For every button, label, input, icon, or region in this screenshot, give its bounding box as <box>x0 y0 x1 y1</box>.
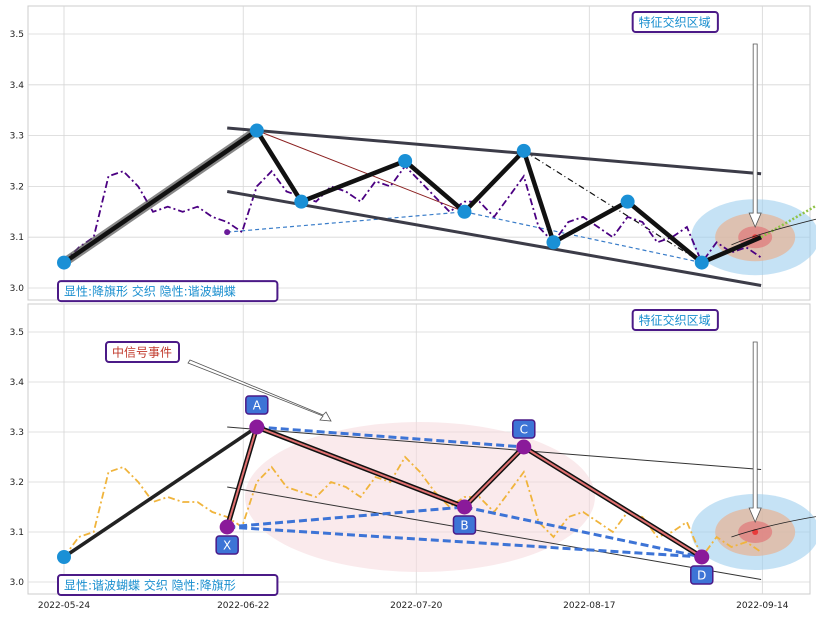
bottom-pattern-label-box <box>57 574 279 596</box>
y-tick-label: 3.3 <box>10 428 24 438</box>
pivot-point <box>294 194 309 209</box>
guide-line-xb <box>227 211 465 233</box>
bottom-panel: 3.0 3.1 3.2 3.3 3.4 3.5 A B C D X 特征交织区域中信号事件显性:谐波蝴… <box>10 303 816 596</box>
harmonic-bd <box>464 505 703 559</box>
x-tick-label: 2022-09-14 <box>736 601 789 611</box>
top-zone-label-box <box>631 11 719 33</box>
pattern-leg-inner-3 <box>523 446 703 558</box>
point-label-a: A <box>253 399 262 413</box>
harmonic-point-a <box>249 419 265 435</box>
top-zone-arrow <box>748 43 762 229</box>
pivot-point <box>249 123 264 138</box>
signal-label-box <box>105 341 180 363</box>
projection-segment-1 <box>760 204 816 239</box>
x-axis: 2022-05-24 2022-06-22 2022-07-20 2022-08-17… <box>38 601 789 611</box>
point-label-box-b <box>452 515 477 535</box>
point-label-box-a <box>245 395 269 415</box>
bottom-pattern-label: 显性:谐波蝴蝶 交织 隐性:降旗形 <box>64 578 236 593</box>
curve-connector <box>731 516 816 538</box>
curve-connector <box>731 218 816 246</box>
harmonic-point-c <box>516 439 532 455</box>
harmonic-ac <box>256 425 524 449</box>
y-tick-label: 3.4 <box>10 81 25 91</box>
harmonic-point-b <box>456 499 472 515</box>
x-tick-label: 2022-06-22 <box>217 601 269 611</box>
point-label-c: C <box>520 423 528 437</box>
point-label-b: B <box>460 519 468 533</box>
pivot-point <box>57 255 71 270</box>
guide-line-cd <box>523 150 703 264</box>
y-tick-label: 3.5 <box>10 30 24 40</box>
point-label-box-d <box>690 565 714 585</box>
y-tick-label: 3.3 <box>10 132 24 142</box>
pivot-point <box>516 143 531 158</box>
harmonic-xd <box>227 525 702 559</box>
pattern-leg-inner-1 <box>256 426 465 508</box>
price-line <box>63 164 762 265</box>
point-label-box-x <box>215 535 239 555</box>
guide-line-ab <box>256 130 465 213</box>
top-pattern-label: 显性:降旗形 交织 隐性:谐波蝴蝶 <box>64 284 236 299</box>
y-tick-label: 3.0 <box>10 284 25 294</box>
y-tick-label: 3.5 <box>10 328 24 338</box>
guide-line-bd <box>464 211 702 264</box>
pattern-highlight <box>244 422 595 572</box>
pivot-point <box>398 154 413 168</box>
y-tick-label: 3.2 <box>10 478 24 488</box>
pivot-point <box>546 235 561 250</box>
bottom-zone-label-box <box>631 309 719 331</box>
x-tick-label: 2022-07-20 <box>390 601 443 611</box>
start-point <box>57 550 71 564</box>
harmonic-xb <box>227 505 465 529</box>
plot-frame <box>27 5 811 301</box>
bottom-zone-arrow <box>748 341 762 524</box>
pivot-point <box>694 255 709 270</box>
point-label-d: D <box>697 569 706 583</box>
x-tick-label: 2022-08-17 <box>563 601 615 611</box>
top-zone-label: 特征交织区域 <box>639 15 711 30</box>
lower-boundary-line <box>227 486 762 580</box>
harmonic-point-x <box>219 519 235 535</box>
point-label-x: X <box>223 539 231 553</box>
pattern-leg-inner-0 <box>226 426 258 528</box>
signal-label: 中信号事件 <box>112 345 172 360</box>
signal-arrow <box>187 359 332 422</box>
lower-channel-line <box>226 190 762 287</box>
upper-channel-line <box>227 126 762 176</box>
pivot-zigzag <box>62 128 762 265</box>
pivot-point <box>620 194 635 209</box>
pattern-leg-inner-2 <box>463 446 525 508</box>
leg-start-a <box>63 425 258 559</box>
harmonic-point-d <box>694 549 710 565</box>
y-tick-label: 3.4 <box>10 378 25 388</box>
point-label-box-c <box>512 419 536 439</box>
y-tick-label: 3.1 <box>10 528 24 538</box>
y-tick-label: 3.1 <box>10 233 24 243</box>
pivot-point <box>457 204 472 219</box>
y-tick-label: 3.0 <box>10 578 25 588</box>
price-marker <box>224 229 231 236</box>
x-tick-label: 2022-05-24 <box>38 601 91 611</box>
upper-boundary-line <box>227 426 762 470</box>
bottom-zone-label: 特征交织区域 <box>639 313 711 328</box>
y-tick-label: 3.2 <box>10 182 24 192</box>
top-pattern-label-box <box>57 280 279 303</box>
